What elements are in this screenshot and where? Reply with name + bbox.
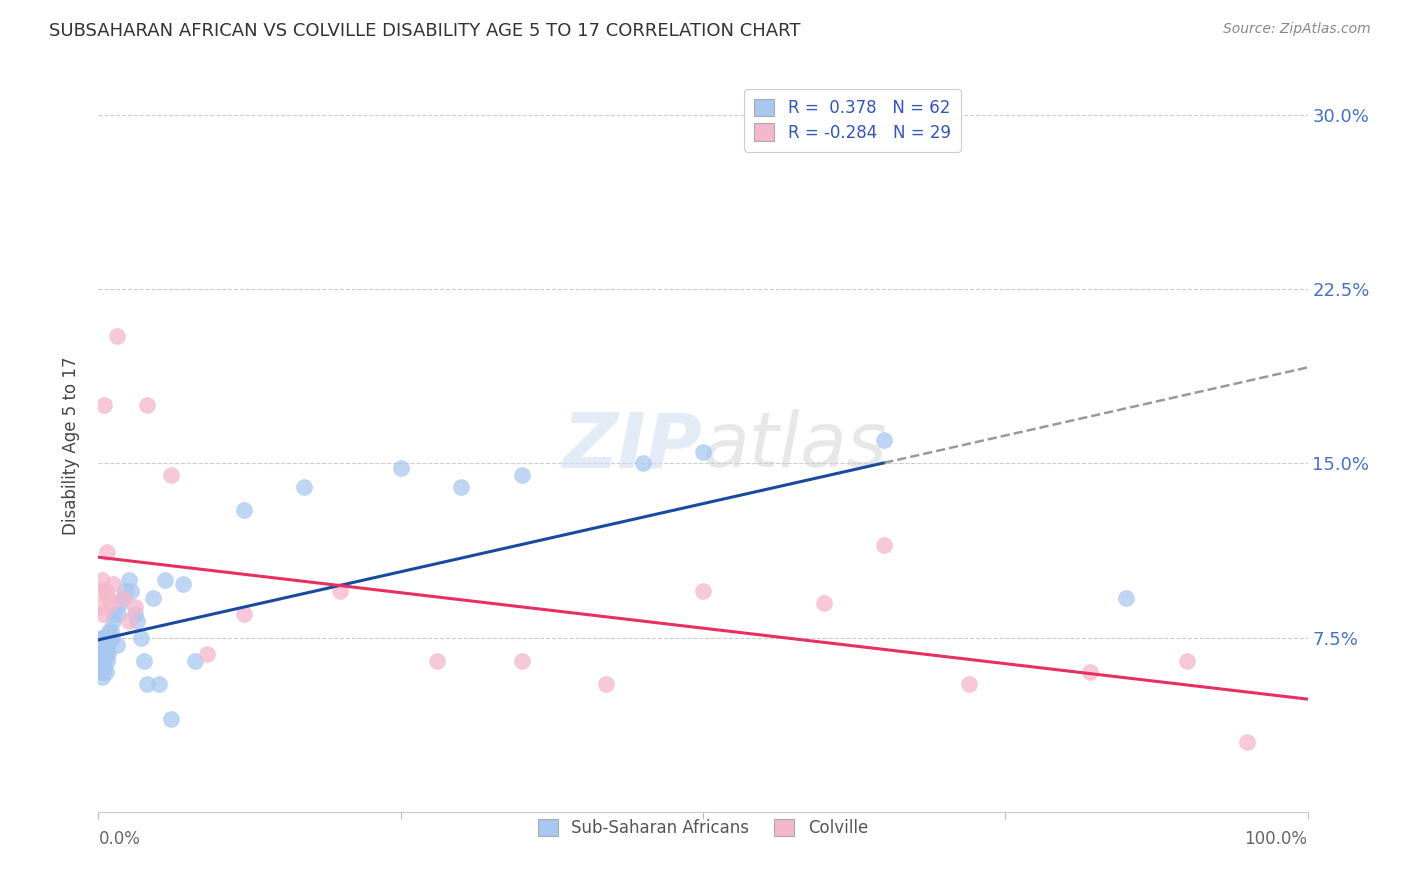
Point [873,538,896,552]
Point [1236,735,1258,749]
Y-axis label: Disability Age 5 to 17: Disability Age 5 to 17 [62,357,80,535]
Point [118,573,141,587]
Point [160,712,183,726]
Point [108,596,131,610]
Point [124,607,146,622]
Point [111,591,134,606]
Point [124,600,146,615]
Point [93,398,115,412]
Point [813,596,835,610]
Point [97,647,120,661]
Point [118,615,141,629]
Point [426,654,449,668]
Point [93,642,115,657]
Point [153,573,176,587]
Point [96,544,118,558]
Point [91,607,114,622]
Point [97,591,120,606]
Point [329,584,352,599]
Point [292,480,315,494]
Point [91,656,114,670]
Point [93,654,115,668]
Point [1078,665,1101,680]
Text: 0.0%: 0.0% [98,830,141,848]
Point [96,642,118,657]
Point [91,661,114,675]
Point [105,638,128,652]
Text: 100.0%: 100.0% [1244,830,1308,848]
Point [105,328,128,343]
Point [389,461,412,475]
Point [90,642,112,657]
Point [91,647,114,661]
Point [232,503,254,517]
Point [91,654,114,668]
Point [90,631,112,645]
Point [91,631,114,645]
Point [114,584,136,599]
Point [1115,591,1137,606]
Point [172,577,194,591]
Point [89,661,111,675]
Point [510,654,533,668]
Point [100,596,122,610]
Point [135,398,157,412]
Point [148,677,170,691]
Point [135,677,157,691]
Point [107,607,129,622]
Point [91,665,114,680]
Text: SUBSAHARAN AFRICAN VS COLVILLE DISABILITY AGE 5 TO 17 CORRELATION CHART: SUBSAHARAN AFRICAN VS COLVILLE DISABILIT… [49,22,800,40]
Point [91,638,114,652]
Point [91,647,114,661]
Point [111,591,134,606]
Point [91,670,114,684]
Text: atlas: atlas [703,409,887,483]
Point [91,658,114,673]
Point [103,607,125,622]
Point [692,584,714,599]
Point [142,591,165,606]
Legend: Sub-Saharan Africans, Colville: Sub-Saharan Africans, Colville [531,812,875,844]
Point [98,624,121,638]
Point [90,665,112,680]
Point [89,600,111,615]
Point [957,677,980,691]
Point [873,433,896,447]
Point [94,665,117,680]
Point [94,638,117,652]
Point [94,584,117,599]
Point [127,615,149,629]
Point [89,647,111,661]
Point [97,638,120,652]
Point [101,615,124,629]
Point [134,654,156,668]
Point [120,584,142,599]
Point [450,480,472,494]
Point [94,647,117,661]
Point [96,654,118,668]
Point [160,468,183,483]
Point [1175,654,1198,668]
Point [100,631,122,645]
Text: ZIP: ZIP [564,409,703,483]
Point [184,654,207,668]
Point [195,647,218,661]
Point [93,661,115,675]
Point [90,654,112,668]
Point [510,468,533,483]
Point [100,624,122,638]
Point [692,445,714,459]
Point [93,631,115,645]
Point [90,584,112,599]
Point [98,632,121,647]
Point [96,631,118,645]
Point [631,457,654,471]
Text: Source: ZipAtlas.com: Source: ZipAtlas.com [1223,22,1371,37]
Point [232,607,254,622]
Point [101,577,124,591]
Point [91,573,114,587]
Point [129,631,152,645]
Point [595,677,617,691]
Point [93,647,115,661]
